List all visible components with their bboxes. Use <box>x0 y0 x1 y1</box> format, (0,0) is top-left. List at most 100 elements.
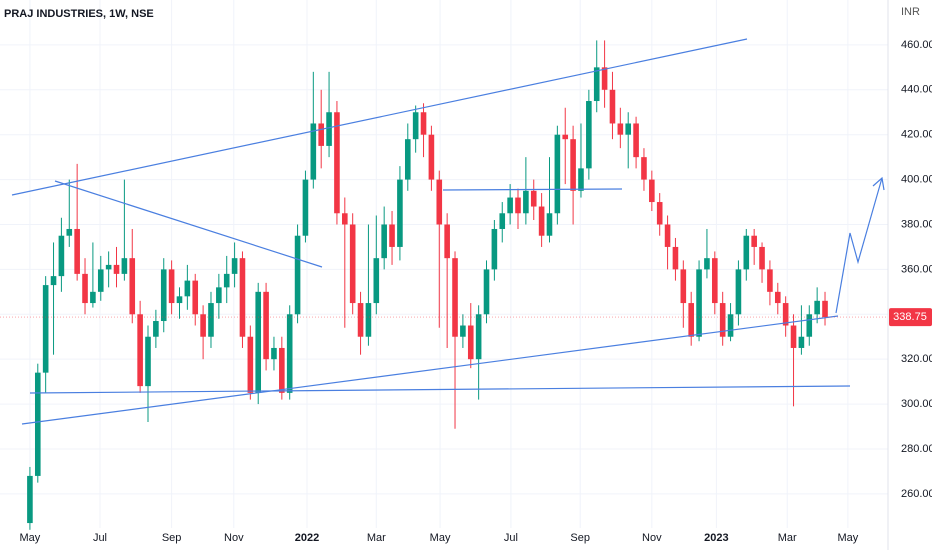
candle-body <box>373 258 380 304</box>
candle-body <box>66 228 73 236</box>
trend-line <box>11 38 748 196</box>
candle-body <box>74 228 80 274</box>
candle-body <box>105 264 112 270</box>
candle-body <box>129 258 136 315</box>
y-axis-label: INR <box>901 6 920 18</box>
candle-body <box>444 224 450 259</box>
chart-title: PRAJ INDUSTRIES, 1W, NSE <box>4 8 154 20</box>
candle-body <box>672 246 679 270</box>
y-tick-label: 460.00 <box>901 39 932 51</box>
candle-body <box>641 157 647 180</box>
x-tick-label: Mar <box>367 532 386 544</box>
candle-body <box>483 269 490 315</box>
candle-body <box>247 336 254 393</box>
price-tag-label: 338.75 <box>893 311 927 323</box>
x-tick-label: Sep <box>570 532 590 544</box>
candle-body <box>357 303 364 337</box>
price-tag <box>889 308 932 327</box>
candle-body <box>342 213 348 225</box>
candle-body <box>255 291 262 393</box>
candle-body <box>404 139 411 180</box>
candle-body <box>719 303 726 337</box>
candle-body <box>499 213 506 229</box>
x-tick-label: Jul <box>504 532 518 544</box>
candle-body <box>389 224 395 247</box>
candle-body <box>546 213 553 236</box>
candle-body <box>334 112 340 214</box>
trend-line <box>54 180 323 268</box>
candle-body <box>688 303 694 337</box>
candle-body <box>649 179 655 203</box>
candle-body <box>381 224 387 259</box>
candle-body <box>617 123 624 135</box>
candle-body <box>310 123 317 180</box>
candle-body <box>767 269 773 292</box>
candle-body <box>712 258 718 304</box>
candle-body <box>727 314 734 337</box>
trend-line <box>21 315 839 425</box>
candle-body <box>798 336 805 348</box>
candle-body <box>294 235 301 315</box>
candle-body <box>570 139 576 191</box>
candle-body <box>58 235 65 277</box>
candle-body <box>593 67 600 102</box>
candle-body <box>34 372 41 476</box>
candle-body <box>515 197 521 214</box>
x-tick-label: Nov <box>642 532 662 544</box>
y-tick-label: 400.00 <box>901 173 932 185</box>
candle-body <box>467 325 474 360</box>
candle-body <box>279 347 285 393</box>
candle-body <box>538 206 545 236</box>
x-tick-label: May <box>430 532 451 544</box>
candle-body <box>326 112 332 146</box>
candle-body <box>601 67 608 90</box>
candle-body <box>452 258 458 337</box>
candle-body <box>743 235 750 270</box>
candle-body <box>562 134 569 140</box>
candle-body <box>578 168 584 191</box>
candle-body <box>263 291 269 360</box>
horizontal-line <box>442 188 623 191</box>
candle-body <box>397 179 403 247</box>
candle-body <box>460 325 466 337</box>
x-tick-label: Jul <box>93 532 107 544</box>
candle-body <box>223 273 230 288</box>
horizontal-line <box>29 385 851 394</box>
candle-body <box>121 258 128 274</box>
x-tick-label: Nov <box>224 532 244 544</box>
arrow-head <box>872 176 885 191</box>
candle-body <box>436 179 443 225</box>
candle-body <box>145 336 151 387</box>
y-tick-label: 440.00 <box>901 84 932 96</box>
candle-body <box>168 269 175 304</box>
candle-body <box>491 228 498 270</box>
candle-body <box>318 123 324 146</box>
candle-body <box>735 269 742 315</box>
projection-arrow <box>835 177 883 314</box>
candle-body <box>680 269 687 304</box>
x-tick-label: 2023 <box>704 532 728 544</box>
candle-body <box>216 287 222 304</box>
candle-body <box>664 224 671 247</box>
candle-body <box>782 303 789 326</box>
y-tick-label: 260.00 <box>901 488 932 500</box>
candle-body <box>696 269 702 337</box>
candle-body <box>507 197 513 214</box>
x-tick-label: 2022 <box>295 532 319 544</box>
x-tick-label: Sep <box>162 532 182 544</box>
candle-body <box>609 89 616 124</box>
candle-body <box>814 300 820 315</box>
candle-body <box>349 224 356 304</box>
candle-body <box>554 134 561 214</box>
x-tick-label: May <box>837 532 858 544</box>
candle-body <box>160 269 167 322</box>
candle-body <box>184 280 191 297</box>
candle-body <box>153 321 159 337</box>
candle-body <box>412 112 419 140</box>
candle-body <box>475 314 482 360</box>
y-tick-label: 420.00 <box>901 129 932 141</box>
candle-body <box>82 273 88 304</box>
